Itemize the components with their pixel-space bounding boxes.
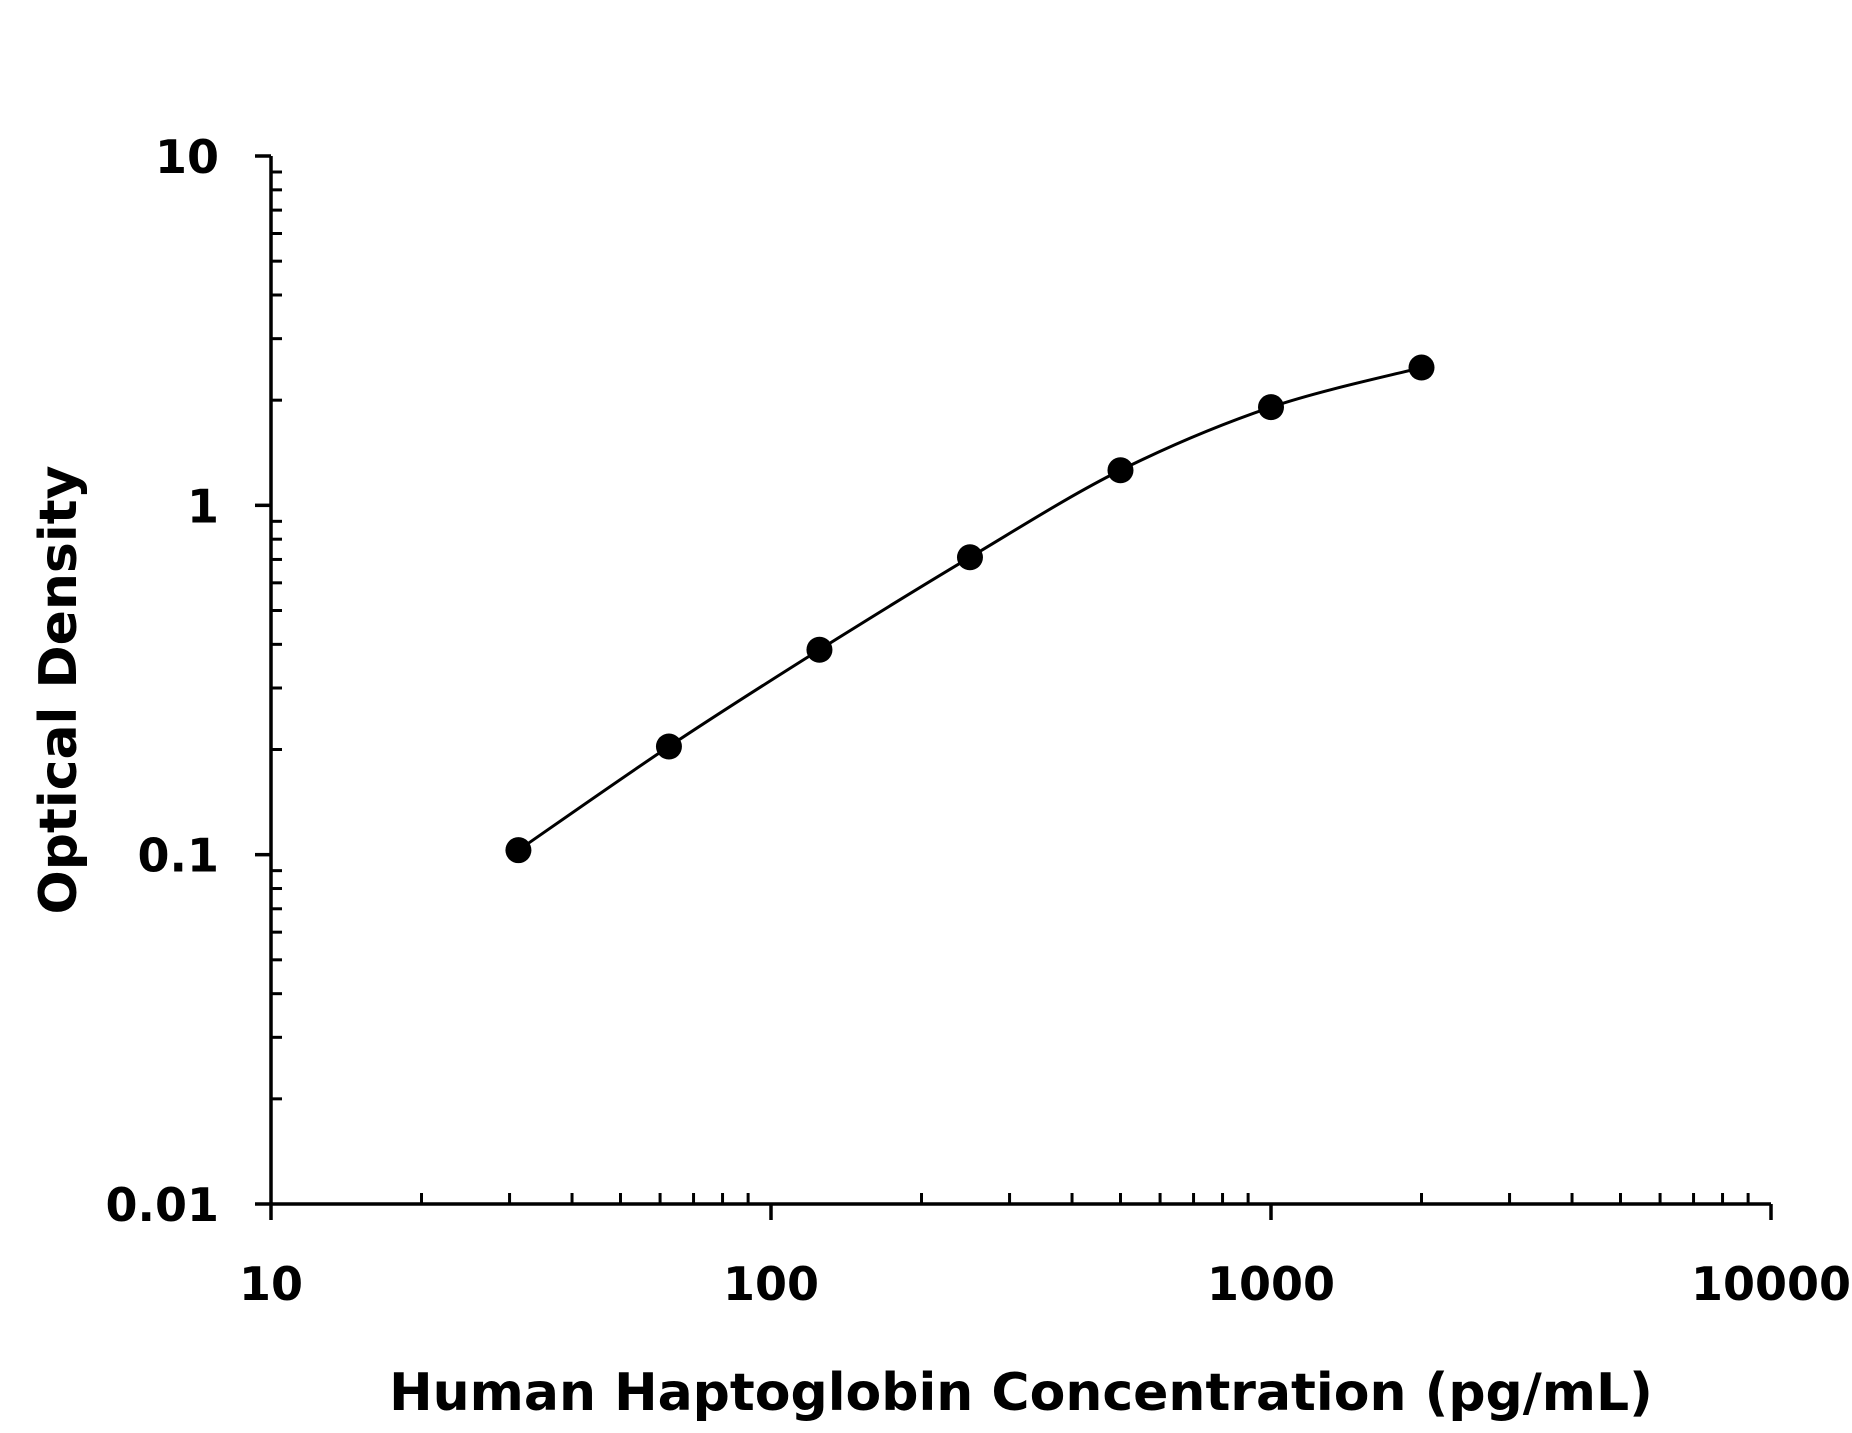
y-axis-ticks: 0.01 0.1 1 10 [106, 130, 282, 1232]
axes [269, 156, 1771, 1206]
x-axis-title: Human Haptoglobin Concentration (pg/mL) [389, 1363, 1653, 1423]
data-point-marker [956, 544, 983, 571]
y-tick-label: 1 [187, 479, 219, 533]
x-axis-ticks: 10 100 1000 10000 [239, 1193, 1851, 1311]
y-tick-label: 10 [155, 130, 219, 184]
data-point-marker [505, 837, 532, 864]
x-tick-label: 10 [239, 1257, 303, 1311]
data-points [505, 354, 1435, 864]
data-point-marker [655, 733, 682, 760]
fit-curve [517, 366, 1422, 852]
y-tick-label: 0.1 [138, 829, 220, 883]
x-tick-label: 100 [723, 1257, 819, 1311]
data-point-marker [1258, 394, 1284, 421]
x-tick-label: 1000 [1207, 1257, 1335, 1311]
x-tick-label: 10000 [1691, 1257, 1851, 1311]
data-point-marker [1408, 354, 1435, 381]
y-tick-label: 0.01 [106, 1178, 220, 1232]
y-axis-title: Optical Density [29, 466, 89, 915]
data-point-marker [806, 636, 833, 663]
data-point-marker [1107, 457, 1134, 484]
